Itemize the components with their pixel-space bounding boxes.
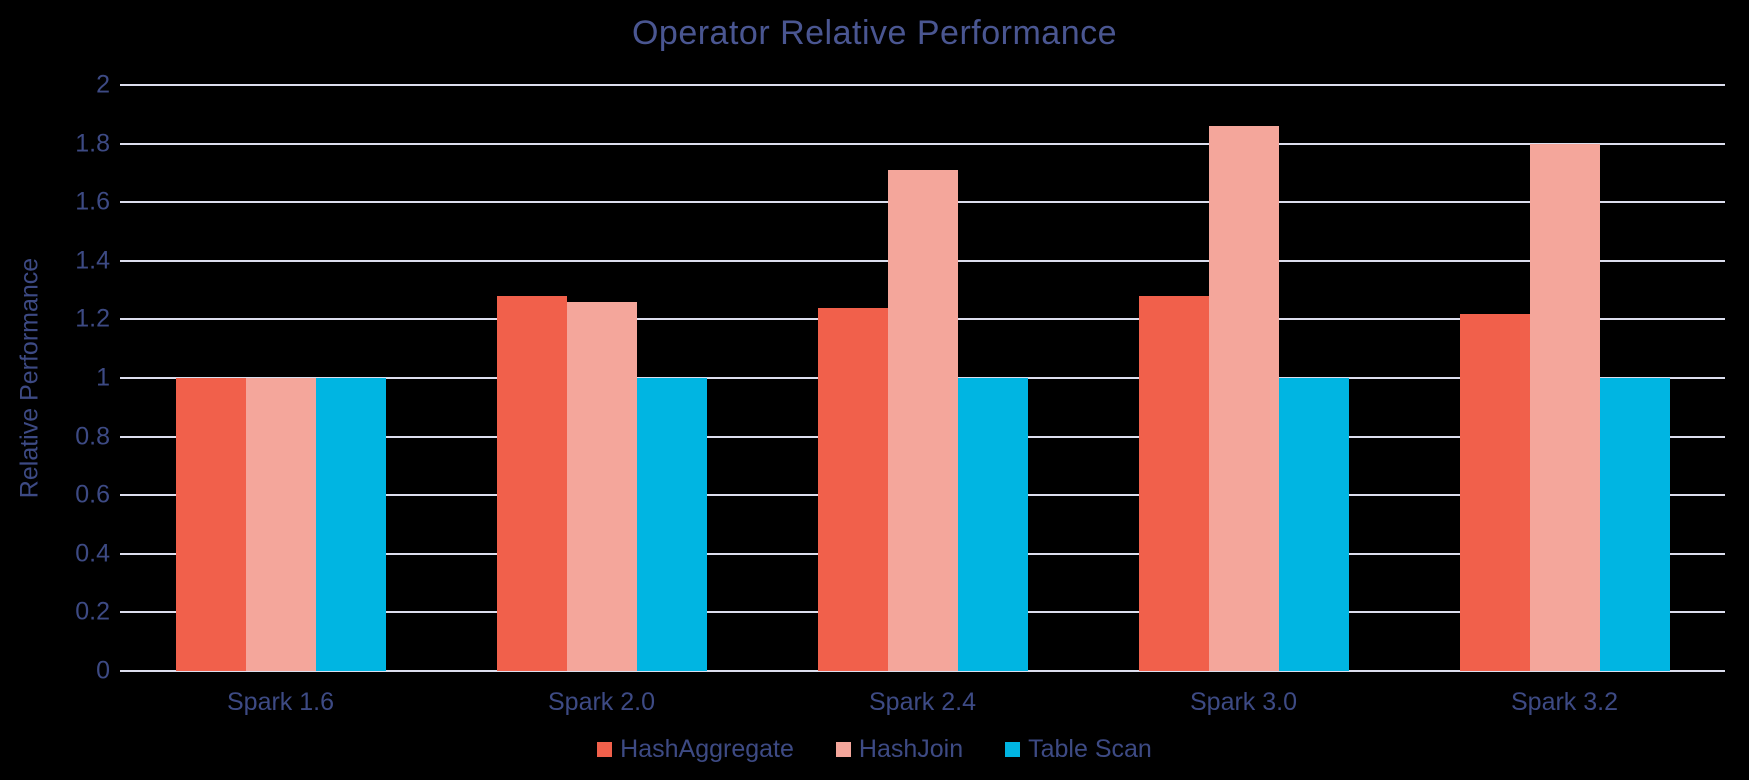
y-tick-label-0-4: 0.4: [75, 539, 110, 568]
y-tick-label-1: 1: [96, 363, 110, 392]
legend: HashAggregate HashJoin Table Scan: [0, 735, 1749, 764]
bar-group-spark-1-6: [120, 85, 441, 671]
gridline-y-0: [120, 670, 1725, 672]
bar-hashaggregate-spark-2-4: [817, 307, 888, 671]
bar-group-spark-3-2: [1404, 85, 1725, 671]
legend-item-table-scan: Table Scan: [1005, 735, 1152, 764]
y-tick-label-1-6: 1.6: [75, 187, 110, 216]
gridline-y-1-8: [120, 142, 1725, 145]
bar-group-spark-3-0: [1083, 85, 1404, 671]
bar-table-scan-spark-2-0: [636, 378, 707, 671]
bar-hashaggregate-spark-3-0: [1138, 295, 1209, 671]
x-tick-label-spark-1-6: Spark 1.6: [226, 688, 334, 716]
bar-hashjoin-spark-2-0: [566, 301, 637, 671]
y-tick-label-0-8: 0.8: [75, 422, 110, 451]
y-tick-label-1-2: 1.2: [75, 304, 110, 333]
legend-label-hashjoin: HashJoin: [858, 735, 964, 763]
chart-title: Operator Relative Performance: [631, 14, 1118, 52]
y-tick-label-2: 2: [96, 70, 110, 99]
y-tick-label-0-6: 0.6: [75, 480, 110, 509]
bar-table-scan-spark-3-0: [1278, 378, 1349, 671]
bar-table-scan-spark-3-2: [1599, 378, 1670, 671]
bar-table-scan-spark-1-6: [315, 378, 386, 671]
legend-marker-icon-table-scan: [1005, 742, 1021, 757]
x-tick-label-spark-2-0: Spark 2.0: [547, 688, 655, 716]
legend-marker-icon-hashjoin: [835, 742, 851, 757]
bar-hashjoin-spark-1-6: [245, 378, 316, 671]
plot-area: [120, 84, 1725, 672]
x-tick-label-spark-2-4: Spark 2.4: [868, 688, 976, 716]
bar-hashaggregate-spark-3-2: [1459, 313, 1530, 671]
bar-group-spark-2-0: [441, 85, 762, 671]
legend-label-hashaggregate: HashAggregate: [620, 735, 794, 763]
x-tick-label-spark-3-2: Spark 3.2: [1510, 688, 1618, 716]
legend-label-table-scan: Table Scan: [1028, 735, 1152, 763]
bar-group-spark-2-4: [762, 85, 1083, 671]
legend-marker-icon-hashaggregate: [597, 742, 613, 757]
bar-hashaggregate-spark-2-0: [496, 295, 567, 671]
bar-table-scan-spark-2-4: [957, 378, 1028, 671]
y-tick-label-0-2: 0.2: [75, 597, 110, 626]
y-tick-label-0: 0: [96, 656, 110, 685]
bar-hashjoin-spark-3-2: [1529, 143, 1600, 671]
bar-hashaggregate-spark-1-6: [175, 378, 246, 671]
bar-hashjoin-spark-3-0: [1208, 126, 1279, 671]
y-tick-label-1-4: 1.4: [75, 246, 110, 275]
legend-item-hashjoin: HashJoin: [835, 735, 964, 764]
gridline-y-2: [120, 84, 1725, 86]
legend-item-hashaggregate: HashAggregate: [597, 735, 794, 764]
y-tick-label-1-8: 1.8: [75, 129, 110, 158]
y-axis-tick-labels: 0 0.2 0.4 0.6 0.8 1 1.2 1.4 1.6 1.8 2: [0, 71, 110, 685]
x-tick-label-spark-3-0: Spark 3.0: [1189, 688, 1297, 716]
bar-hashjoin-spark-2-4: [887, 169, 958, 671]
bar-groups: [120, 85, 1725, 671]
x-axis-tick-labels: Spark 1.6 Spark 2.0 Spark 2.4 Spark 3.0 Spar…: [120, 688, 1725, 717]
